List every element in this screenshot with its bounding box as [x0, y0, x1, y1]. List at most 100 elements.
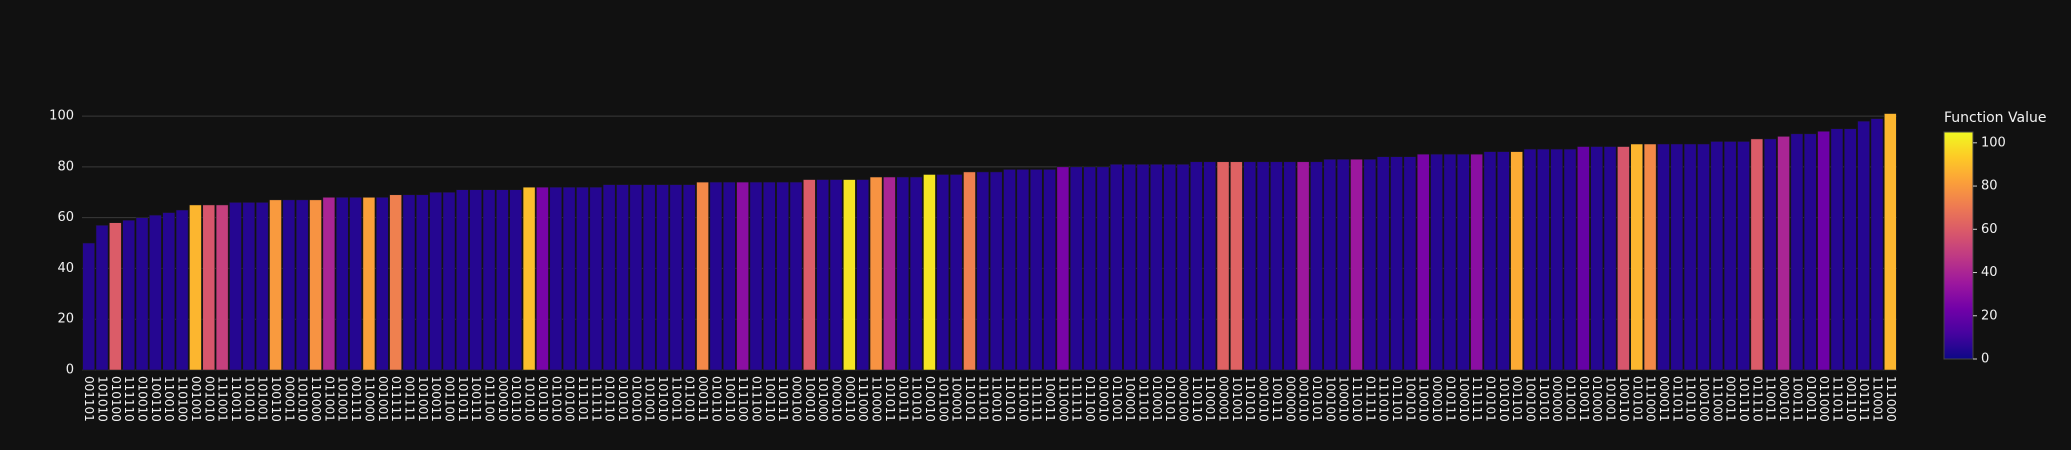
bar — [616, 184, 629, 371]
x-tick-label: 111000 — [1644, 376, 1658, 422]
bar — [949, 174, 963, 371]
x-tick-label: 011100 — [483, 376, 497, 422]
x-tick-label: 110000 — [362, 376, 376, 422]
bar — [1763, 138, 1777, 371]
bar — [629, 184, 643, 371]
x-tick-label: 101010 — [523, 376, 537, 422]
x-tick-label: 000010 — [496, 376, 510, 422]
x-tick-label: 001101 — [1510, 376, 1524, 422]
bar — [402, 194, 416, 371]
x-tick-label: 101001 — [256, 376, 270, 422]
bar — [1043, 169, 1056, 371]
bar — [269, 199, 282, 371]
x-tick-label: 000100 — [789, 376, 803, 422]
bar — [496, 189, 509, 371]
bar — [109, 222, 122, 371]
bar — [482, 189, 496, 371]
x-tick-label: 100100 — [1323, 376, 1337, 422]
bar — [869, 176, 883, 371]
x-tick-label: 000001 — [1217, 376, 1231, 422]
bar — [1310, 161, 1323, 371]
x-tick-label: 010111 — [1443, 376, 1457, 422]
bar — [1777, 136, 1790, 371]
bar — [522, 186, 536, 371]
x-tick-label: 001110 — [1844, 376, 1858, 422]
bar — [1844, 128, 1857, 371]
y-tick-label: 40 — [57, 261, 74, 276]
bar — [1203, 161, 1216, 371]
x-tick-label: 010010 — [1096, 376, 1110, 422]
bar — [1603, 146, 1617, 371]
x-tick-label: 010011 — [1804, 376, 1818, 422]
bar — [1537, 148, 1550, 371]
x-tick-label: 111010 — [1350, 376, 1364, 422]
bar — [776, 181, 789, 371]
x-tick-label: 101100 — [936, 376, 950, 422]
bar — [1697, 143, 1710, 371]
x-tick-label: 100110 — [763, 376, 777, 422]
bar — [242, 202, 256, 371]
x-tick-label: 000101 — [1777, 376, 1791, 422]
x-tick-label: 011100 — [1083, 376, 1097, 422]
bar — [1003, 169, 1016, 371]
bar — [1523, 148, 1537, 371]
x-tick-label: 100100 — [1697, 376, 1711, 422]
x-tick-label: 010010 — [629, 376, 643, 422]
colorbar-tick-label: 40 — [1981, 265, 1998, 280]
bar — [1083, 166, 1096, 371]
x-tick-label: 100111 — [469, 376, 483, 422]
bar — [349, 197, 362, 371]
y-tick-label: 60 — [57, 210, 74, 225]
bar — [1470, 153, 1483, 371]
x-tick-label: 111001 — [216, 376, 230, 422]
bar — [1029, 169, 1043, 371]
bar — [255, 202, 269, 371]
bar — [1803, 133, 1817, 371]
bar — [963, 171, 976, 371]
bar — [1243, 161, 1256, 371]
bar — [1323, 158, 1337, 371]
bar — [856, 179, 869, 371]
x-tick-label: 000011 — [1657, 376, 1671, 422]
bar — [1657, 143, 1670, 371]
bar — [1563, 148, 1577, 371]
x-tick-label: 010001 — [1150, 376, 1164, 422]
colorbar-tick-label: 80 — [1981, 179, 1998, 194]
bar — [362, 197, 376, 371]
x-tick-label: 110101 — [1243, 376, 1257, 422]
x-tick-label: 000111 — [696, 376, 710, 422]
bar — [469, 189, 482, 371]
bar — [389, 194, 402, 371]
x-tick-label: 000110 — [843, 376, 857, 422]
x-tick-label: 000010 — [830, 376, 844, 422]
bar — [936, 174, 950, 371]
bar — [589, 186, 603, 371]
colorbar-tick-label: 0 — [1981, 352, 1989, 367]
bar — [1630, 143, 1644, 371]
bar — [1056, 166, 1070, 371]
x-tick-label: 100111 — [1270, 376, 1284, 422]
x-tick-label: 101111 — [1857, 376, 1871, 422]
bar — [135, 217, 149, 371]
x-tick-label: 111000 — [856, 376, 870, 422]
x-tick-label: 010110 — [536, 376, 550, 422]
x-tick-label: 001010 — [1257, 376, 1271, 422]
bar — [1256, 161, 1270, 371]
bar — [1363, 158, 1377, 371]
x-tick-label: 001001 — [189, 376, 203, 422]
bar — [709, 181, 723, 371]
x-tick-label: 011111 — [389, 376, 403, 422]
y-tick-label: 20 — [57, 312, 74, 327]
x-tick-label: 000000 — [1550, 376, 1564, 422]
bar — [1110, 164, 1123, 371]
colorbar — [1943, 131, 1974, 360]
x-tick-label: 111100 — [736, 376, 750, 422]
x-tick-label: 111111 — [1070, 376, 1084, 422]
bar — [1510, 151, 1523, 371]
bar — [1136, 164, 1150, 371]
y-tick-label: 100 — [49, 109, 74, 124]
x-tick-label: 100110 — [269, 376, 283, 422]
bar — [576, 186, 589, 371]
bar — [322, 197, 336, 371]
x-tick-label: 011100 — [749, 376, 763, 422]
